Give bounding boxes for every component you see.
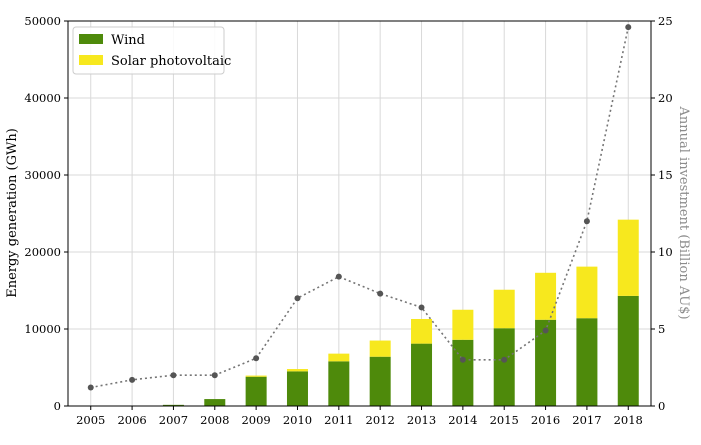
investment-point <box>377 290 384 297</box>
x-tick-label: 2011 <box>324 413 353 427</box>
y-tick-label: 0 <box>54 399 61 413</box>
legend-label-wind: Wind <box>111 33 145 48</box>
y2-tick-label: 25 <box>658 14 673 28</box>
investment-point <box>625 24 632 31</box>
x-tick-label: 2006 <box>117 413 146 427</box>
bar-wind <box>617 295 639 406</box>
x-tick-label: 2014 <box>448 413 477 427</box>
axes: 0 10000 20000 30000 40000 50000 0 5 10 15 20 25 2005… <box>24 14 672 427</box>
bar-wind <box>411 343 433 406</box>
legend-swatch-wind <box>79 34 103 44</box>
investment-point <box>335 273 342 280</box>
bars <box>162 219 639 406</box>
x-tick-label: 2009 <box>241 413 270 427</box>
legend-box <box>72 26 225 75</box>
x-tick-label: 2018 <box>614 413 643 427</box>
bar-wind <box>162 404 184 406</box>
bar-solar <box>245 375 267 377</box>
bar-solar <box>411 318 433 344</box>
x-tick-label: 2016 <box>531 413 560 427</box>
y2-tick-label: 5 <box>658 322 665 336</box>
y2-tick-label: 10 <box>658 245 673 259</box>
bar-solar <box>452 309 474 340</box>
bar-solar <box>617 219 639 296</box>
y2-tick-label: 15 <box>658 168 673 182</box>
investment-line <box>87 24 632 391</box>
bar-wind <box>576 318 598 406</box>
bar-wind <box>493 328 515 406</box>
investment-point <box>459 356 466 363</box>
investment-point <box>211 372 218 379</box>
investment-point <box>501 356 508 363</box>
bar-wind <box>204 399 226 406</box>
bar-solar <box>535 272 557 320</box>
x-tick-label: 2010 <box>283 413 312 427</box>
y2-tick-label: 20 <box>658 91 673 105</box>
x-tick-label: 2012 <box>366 413 395 427</box>
investment-point <box>583 218 590 225</box>
legend-swatch-solar <box>79 55 103 65</box>
investment-point <box>170 372 177 379</box>
x-tick-label: 2013 <box>407 413 436 427</box>
investment-point <box>129 376 136 383</box>
y-axis-title: Energy generation (GWh) <box>5 128 20 298</box>
y-tick-label: 30000 <box>24 168 61 182</box>
x-tick-label: 2008 <box>200 413 229 427</box>
grid <box>68 20 651 407</box>
investment-line-path <box>90 26 630 389</box>
bar-solar <box>369 340 391 357</box>
bar-wind <box>452 339 474 406</box>
investment-point <box>418 304 425 311</box>
legend: Wind Solar photovoltaic <box>72 26 231 75</box>
bar-wind <box>535 319 557 406</box>
y2-axis-title: Annual investment (Billion AU$) <box>676 105 691 319</box>
bar-solar <box>286 369 308 372</box>
bar-wind <box>245 376 267 406</box>
y-tick-label: 20000 <box>24 245 61 259</box>
y2-tick-label: 0 <box>658 399 665 413</box>
plot-frame <box>67 20 652 407</box>
x-tick-label: 2015 <box>490 413 519 427</box>
investment-point <box>253 355 260 362</box>
y-tick-label: 40000 <box>24 91 61 105</box>
bar-solar <box>493 289 515 329</box>
investment-point <box>294 295 301 302</box>
bar-solar <box>328 353 350 362</box>
bar-solar <box>576 266 598 319</box>
x-tick-label: 2017 <box>572 413 601 427</box>
investment-point <box>542 327 549 334</box>
bar-wind <box>328 361 350 406</box>
bar-wind <box>286 371 308 406</box>
x-tick-label: 2005 <box>76 413 105 427</box>
bar-wind <box>369 356 391 406</box>
y-tick-label: 50000 <box>24 14 61 28</box>
x-tick-label: 2007 <box>159 413 188 427</box>
y-tick-label: 10000 <box>24 322 61 336</box>
investment-point <box>87 384 94 391</box>
legend-label-solar: Solar photovoltaic <box>111 54 231 69</box>
